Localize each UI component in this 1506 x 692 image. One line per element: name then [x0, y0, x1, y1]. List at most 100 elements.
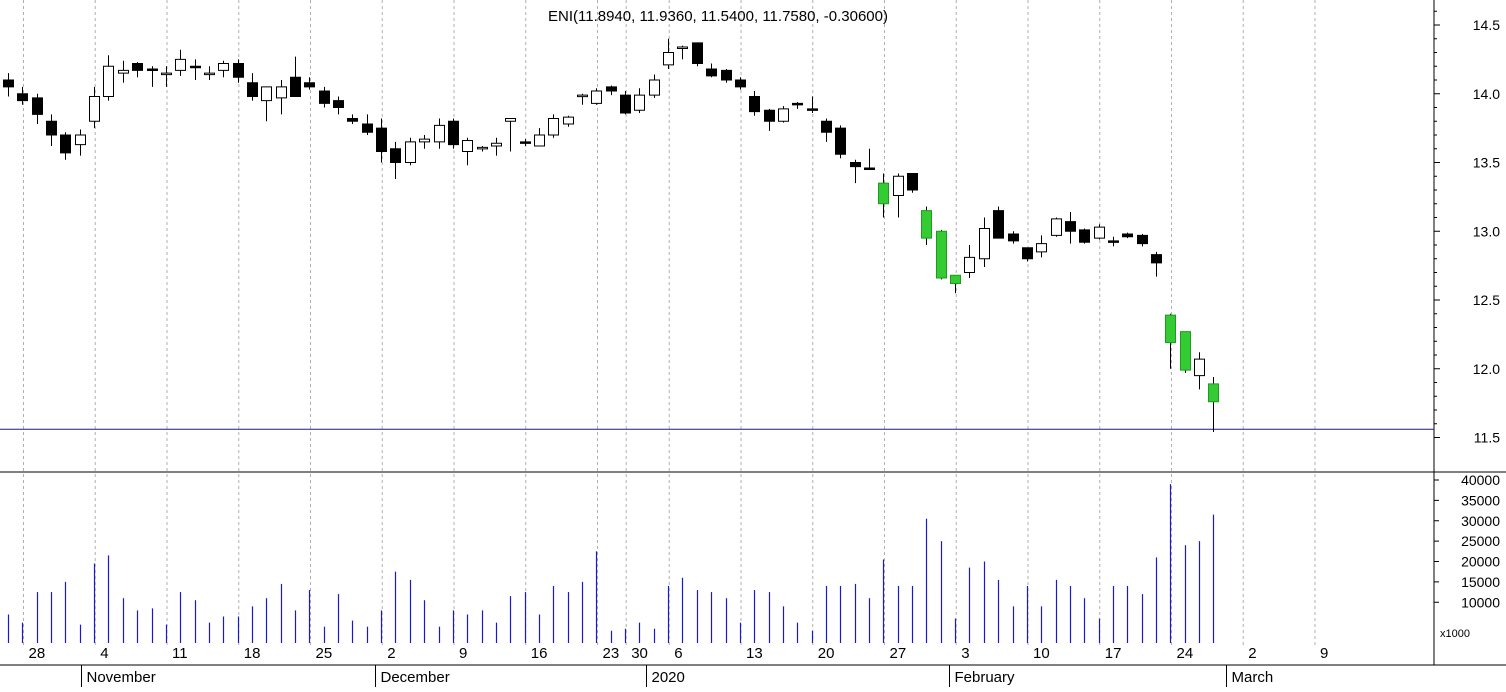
candle-body-77	[1108, 240, 1119, 243]
chart-frame	[0, 0, 1506, 666]
candle-body-46	[663, 52, 674, 66]
candle-body-35	[505, 118, 516, 122]
price-tick-label-4: 13.5	[1473, 155, 1500, 171]
candle-64	[921, 206, 932, 245]
candle-20	[290, 56, 301, 97]
candle-body-40	[577, 94, 588, 98]
candle-body-47	[677, 46, 688, 49]
candle-body-56	[807, 108, 818, 111]
date-tick-label-11: 13	[746, 645, 763, 662]
candle-32	[462, 137, 473, 166]
candle-body-37	[534, 134, 545, 147]
candle-body-61	[878, 182, 889, 205]
candle-body-10	[147, 68, 158, 71]
candle-59	[850, 159, 861, 184]
candle-body-22	[319, 90, 330, 104]
volume-tick-label-0: 10000	[1461, 594, 1500, 610]
candle-body-8	[118, 69, 129, 74]
candle-42	[606, 85, 617, 96]
candle-body-76	[1094, 226, 1105, 239]
candle-57	[821, 118, 832, 142]
candle-83	[1194, 352, 1205, 390]
candle-72	[1036, 235, 1047, 258]
candle-14	[204, 66, 215, 80]
volume-tick-label-2: 20000	[1461, 554, 1500, 570]
candle-body-51	[735, 79, 746, 88]
candle-9	[132, 62, 143, 78]
volume-tick-label-6: 40000	[1461, 472, 1500, 488]
candle-body-80	[1151, 254, 1162, 264]
candle-body-38	[548, 118, 559, 136]
volume-tick-label-3: 25000	[1461, 533, 1500, 549]
candle-43	[620, 91, 631, 115]
candle-body-43	[620, 94, 631, 114]
candle-66	[950, 274, 961, 294]
candle-31	[448, 118, 459, 149]
candle-body-42	[606, 86, 617, 92]
candle-40	[577, 93, 588, 105]
candle-52	[749, 91, 760, 116]
candle-body-66	[950, 274, 961, 284]
candle-body-25	[362, 123, 373, 133]
candle-34	[491, 137, 502, 156]
date-tick-label-7: 16	[531, 645, 548, 662]
candle-body-28	[405, 141, 416, 163]
candle-body-44	[634, 94, 645, 111]
candle-77	[1108, 236, 1119, 247]
candle-55	[792, 102, 803, 109]
candle-body-27	[390, 148, 401, 163]
candle-body-73	[1051, 218, 1062, 236]
candle-body-23	[333, 100, 344, 108]
candle-38	[548, 114, 559, 138]
candle-body-70	[1008, 233, 1019, 242]
candle-body-71	[1022, 247, 1033, 260]
candle-body-39	[563, 116, 574, 125]
candle-body-13	[190, 65, 201, 69]
candle-body-50	[721, 69, 732, 81]
candle-28	[405, 137, 416, 166]
candle-body-69	[993, 210, 1004, 239]
candle-19	[276, 80, 287, 115]
candle-body-30	[434, 124, 445, 143]
candle-60	[864, 148, 875, 170]
candle-body-49	[706, 68, 717, 77]
volume-bars	[7, 484, 1215, 643]
candle-body-72	[1036, 243, 1047, 253]
candle-body-83	[1194, 358, 1205, 377]
candle-body-55	[792, 102, 803, 106]
candle-body-16	[233, 63, 244, 78]
date-tick-label-8: 23	[603, 645, 620, 662]
axis-labels: 11.5 12.0 12.5 13.0 13.5 14.0 14.5 10000 15000 20…	[29, 10, 1500, 687]
chart-title: ENI(11.8940, 11.9360, 11.5400, 11.7580, …	[548, 8, 888, 25]
candle-body-67	[964, 256, 975, 273]
date-tick-label-3: 18	[244, 645, 261, 662]
candle-body-62	[893, 175, 904, 196]
candle-58	[835, 125, 846, 159]
candle-body-59	[850, 162, 861, 168]
candle-body-7	[103, 65, 114, 97]
date-tick-label-14: 3	[961, 645, 969, 662]
candle-body-14	[204, 72, 215, 76]
date-tick-label-17: 24	[1177, 645, 1194, 662]
candle-41	[591, 88, 602, 105]
date-tick-label-2: 11	[172, 645, 188, 662]
price-candles	[3, 38, 1219, 432]
candle-35	[505, 118, 516, 152]
candle-body-9	[132, 63, 143, 71]
candle-0	[3, 73, 14, 97]
candle-body-20	[290, 76, 301, 97]
price-tick-label-5: 14.0	[1473, 86, 1500, 102]
candle-6	[89, 86, 100, 129]
price-tick-label-3: 13.0	[1473, 223, 1500, 239]
candle-39	[563, 115, 574, 127]
candle-21	[304, 77, 315, 90]
candle-16	[233, 59, 244, 83]
candle-45	[649, 74, 660, 98]
date-tick-label-9: 30	[631, 645, 648, 662]
candle-54	[778, 106, 789, 123]
candle-1	[17, 86, 28, 105]
candle-18	[261, 86, 272, 122]
candle-26	[376, 118, 387, 163]
